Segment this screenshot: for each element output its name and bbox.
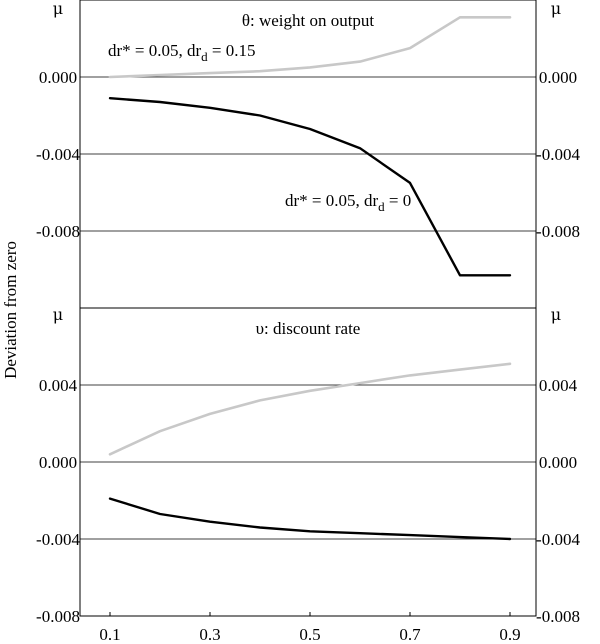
y-tick-label-right: 0.000 <box>539 68 577 87</box>
series-label-dark: dr* = 0.05, drd = 0 <box>285 191 411 214</box>
x-tick-label: 0.3 <box>199 625 220 644</box>
y-tick-label-right: -0.004 <box>536 145 580 164</box>
series-line-dark <box>108 497 512 541</box>
y-tick-label-right: 0.000 <box>539 453 577 472</box>
series-line-dark <box>108 96 512 277</box>
series-label-light: dr* = 0.05, drd = 0.15 <box>108 41 256 64</box>
top-right-unit-label: μ <box>551 0 561 18</box>
y-tick-label-right: -0.008 <box>536 222 580 241</box>
y-axis-label: Deviation from zero <box>1 241 20 379</box>
top-left-unit-label: μ <box>53 0 63 18</box>
x-tick-label: 0.7 <box>399 625 421 644</box>
y-tick-label-right: -0.008 <box>536 607 580 626</box>
y-tick-label-left: 0.000 <box>39 68 77 87</box>
bottom-panel-title: υ: discount rate <box>256 319 361 338</box>
series-line-light <box>108 362 512 456</box>
x-tick-label: 0.5 <box>299 625 320 644</box>
series-line-light <box>108 15 512 79</box>
y-tick-label-left: 0.000 <box>39 453 77 472</box>
y-tick-label-left: -0.004 <box>36 145 80 164</box>
y-tick-label-left: -0.008 <box>36 222 80 241</box>
x-tick-label: 0.9 <box>499 625 520 644</box>
y-tick-label-right: -0.004 <box>536 530 580 549</box>
y-tick-label-left: -0.008 <box>36 607 80 626</box>
top-panel-title: θ: weight on output <box>242 11 375 30</box>
y-tick-label-left: 0.004 <box>39 376 78 395</box>
y-tick-label-right: 0.004 <box>539 376 578 395</box>
x-tick-label: 0.1 <box>99 625 120 644</box>
bottom-right-unit-label: μ <box>551 305 561 324</box>
chart-marks: 0.000 0.000 -0.004 -0.004 -0.008 -0.008 0.004 0… <box>36 15 580 644</box>
bottom-left-unit-label: μ <box>53 305 63 324</box>
y-tick-label-left: -0.004 <box>36 530 80 549</box>
